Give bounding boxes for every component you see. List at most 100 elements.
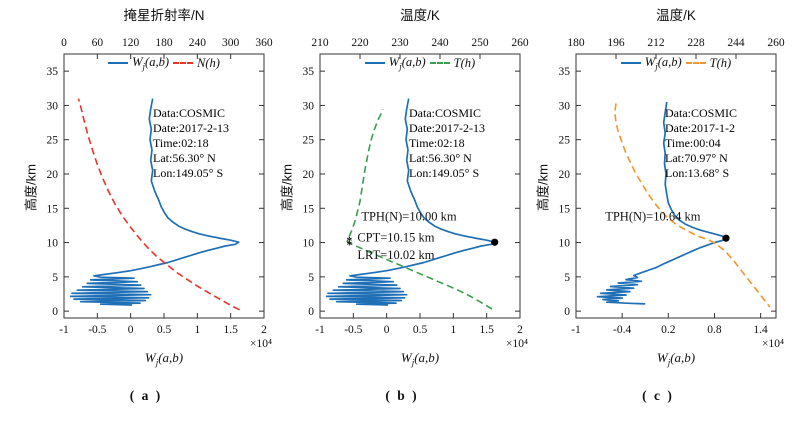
tph-callout: TPH(N)=10.64 km xyxy=(605,210,701,224)
info-line: Lon:149.05° S xyxy=(153,166,224,180)
info-line: Data:COSMIC xyxy=(665,106,737,120)
top-tick-label: 230 xyxy=(391,37,409,49)
info-line: Lat:56.30° N xyxy=(153,151,216,165)
info-line: Lon:13.68° S xyxy=(665,166,730,180)
bottom-tick-label: 0 xyxy=(128,324,134,336)
legend-solid-line-sample xyxy=(620,62,641,65)
y-tick-label: 20 xyxy=(303,169,315,181)
legend-wj-label: Wj(a,b) xyxy=(388,55,426,72)
info-line: Date:2017-1-2 xyxy=(665,121,735,135)
y-tick-label: 25 xyxy=(47,135,59,147)
lrt-callout: LRT=10.02 km xyxy=(357,248,434,262)
legend: Wj(a,b) T(h) xyxy=(576,55,776,72)
legend-solid-line-sample xyxy=(108,62,129,65)
wj-curve xyxy=(596,101,727,305)
y-tick-label: 5 xyxy=(52,272,58,284)
top-tick-label: 228 xyxy=(687,37,705,49)
legend-h-label: T(h) xyxy=(709,55,732,70)
info-line: Lon:149.05° S xyxy=(409,166,480,180)
bottom-tick-label: -1 xyxy=(59,324,69,336)
y-tick-label: 10 xyxy=(559,238,571,250)
x-axis-label: Wj(a,b) xyxy=(144,350,184,368)
y-tick-label: 10 xyxy=(47,238,59,250)
tph-marker xyxy=(491,238,499,246)
info-block: Data:COSMIC Date:2017-1-2 Time:00:04 Lat… xyxy=(665,106,737,181)
bottom-tick-label: -1 xyxy=(571,324,581,336)
wj-curve xyxy=(325,98,496,306)
y-tick-label: 0 xyxy=(564,306,570,318)
bottom-tick-label: -0.4 xyxy=(613,324,631,336)
y-tick-label: 35 xyxy=(303,66,315,78)
bottom-tick-label: 0 xyxy=(384,324,390,336)
y-tick-label: 30 xyxy=(559,100,571,112)
legend-dashed-line-sample xyxy=(172,62,193,65)
chart-svg-a: 0 60 120 180 240 300 360-1 -0.5 0 0.5 1 1.5 20510152… xyxy=(47,37,273,350)
y-tick-label: 5 xyxy=(308,272,314,284)
info-line: Time:02:18 xyxy=(409,136,465,150)
top-tick-label: 220 xyxy=(351,37,369,49)
top-tick-label: 180 xyxy=(567,37,585,49)
axis-multiplier: ×10⁴ xyxy=(250,338,272,350)
y-tick-label: 0 xyxy=(52,306,58,318)
info-line: Lat:56.30° N xyxy=(409,151,472,165)
info-line: Date:2017-2-13 xyxy=(153,121,229,135)
top-tick-label: 120 xyxy=(122,37,140,49)
bottom-tick-label: 1.5 xyxy=(223,324,238,336)
bottom-tick-label: 0.2 xyxy=(661,324,676,336)
bottom-tick-label: 1.5 xyxy=(479,324,494,336)
info-line: Time:00:04 xyxy=(665,136,721,150)
top-axis-label: 温度/K xyxy=(656,8,696,23)
t-curve xyxy=(346,109,493,310)
y-tick-label: 15 xyxy=(47,203,59,215)
plot-box xyxy=(319,53,521,319)
panel-caption: ( c ) xyxy=(642,388,674,403)
panel-caption: ( a ) xyxy=(129,388,163,403)
bottom-tick-label: 1 xyxy=(450,324,456,336)
y-tick-label: 5 xyxy=(564,272,570,284)
legend-solid-line-sample xyxy=(364,62,385,65)
bottom-tick-label: 2 xyxy=(517,324,523,336)
y-axis-label: 高度/km xyxy=(279,164,295,211)
cpt-marker: * xyxy=(346,235,352,247)
chart-svg-b: 210 220 230 240 250 260-1 -0.5 0 0.5 1 1.5 20510152… xyxy=(303,37,529,350)
y-tick-label: 0 xyxy=(308,306,314,318)
legend: Wj(a,b) T(h) xyxy=(320,55,520,72)
bottom-tick-label: 1.4 xyxy=(753,324,768,336)
plot-box xyxy=(575,53,777,319)
axis-multiplier: ×10⁴ xyxy=(506,338,528,350)
lrt-marker: * xyxy=(346,239,352,251)
y-tick-label: 25 xyxy=(303,135,315,147)
y-tick-label: 30 xyxy=(303,100,315,112)
bottom-tick-label: 0.8 xyxy=(707,324,722,336)
y-tick-label: 25 xyxy=(559,135,571,147)
bottom-tick-label: -1 xyxy=(315,324,325,336)
top-tick-label: 260 xyxy=(511,37,529,49)
bottom-tick-label: -0.5 xyxy=(344,324,362,336)
top-tick-label: 0 xyxy=(61,37,67,49)
top-tick-label: 180 xyxy=(155,37,173,49)
top-tick-label: 212 xyxy=(647,37,665,49)
y-axis-label: 高度/km xyxy=(23,164,39,211)
info-block: Data:COSMIC Date:2017-2-13 Time:02:18 La… xyxy=(409,106,485,181)
bottom-tick-label: 0.5 xyxy=(157,324,172,336)
tph-marker xyxy=(722,234,730,242)
legend-dashed-line-sample xyxy=(685,62,706,65)
legend: Wj(a,b) N(h) xyxy=(64,55,264,72)
legend-h-label: T(h) xyxy=(453,55,476,70)
y-tick-label: 20 xyxy=(559,169,571,181)
panel-c: 温度/K 180 196 212 228 244 260 -1 -0.4 0.2 0.8 1.4 0 5… xyxy=(530,0,786,424)
top-tick-label: 300 xyxy=(222,37,240,49)
bottom-tick-label: -0.5 xyxy=(88,324,106,336)
y-tick-label: 20 xyxy=(47,169,59,181)
y-tick-label: 15 xyxy=(559,203,571,215)
top-tick-label: 360 xyxy=(255,37,273,49)
top-tick-label: 244 xyxy=(727,37,745,49)
x-axis-label: Wj(a,b) xyxy=(400,350,440,368)
y-tick-label: 15 xyxy=(303,203,315,215)
panel-b: 温度/K 210 220 230 240 250 260 -1 -0.5 0 0.5 1 1.5 2 0 5… xyxy=(274,0,530,424)
y-tick-label: 35 xyxy=(47,66,59,78)
legend-wj-label: Wj(a,b) xyxy=(132,55,169,72)
y-tick-label: 35 xyxy=(559,66,571,78)
axis-multiplier: ×10⁴ xyxy=(762,338,784,350)
